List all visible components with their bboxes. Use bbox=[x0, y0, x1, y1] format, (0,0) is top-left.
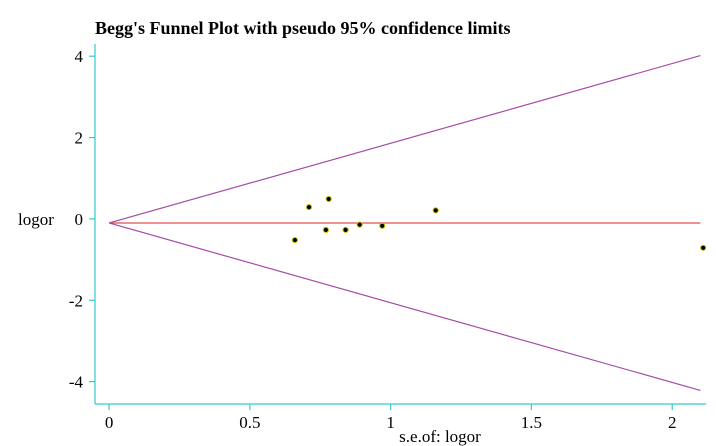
y-axis-label: logor bbox=[18, 210, 54, 229]
study-point bbox=[379, 222, 386, 229]
study-point bbox=[356, 221, 363, 228]
x-tick-label: 0 bbox=[105, 413, 114, 432]
study-point bbox=[325, 195, 332, 203]
y-tick-label: 2 bbox=[75, 129, 84, 148]
y-tick-label: 4 bbox=[75, 47, 84, 66]
study-point bbox=[342, 226, 349, 233]
x-tick-label: 1.5 bbox=[521, 413, 542, 432]
x-tick-label: 2 bbox=[668, 413, 677, 432]
x-tick-label: 1 bbox=[386, 413, 395, 432]
plot-series bbox=[108, 54, 707, 391]
y-axis-ticks: 4 2 0 -2 -4 bbox=[69, 47, 95, 392]
study-point bbox=[305, 204, 313, 211]
study-point bbox=[322, 226, 329, 233]
y-tick-label: -2 bbox=[69, 291, 83, 310]
study-point bbox=[291, 236, 299, 244]
y-tick-label: -4 bbox=[69, 373, 84, 392]
axes bbox=[94, 44, 706, 405]
x-axis-label: s.e.of: logor bbox=[399, 427, 481, 446]
x-tick-label: 0.5 bbox=[239, 413, 260, 432]
x-axis-ticks: 0 0.5 1 1.5 2 bbox=[105, 404, 677, 432]
chart-title: Begg's Funnel Plot with pseudo 95% confi… bbox=[95, 18, 511, 38]
y-tick-label: 0 bbox=[75, 210, 84, 229]
study-point bbox=[432, 207, 439, 214]
lower-confidence-limit-line bbox=[108, 222, 701, 391]
upper-confidence-limit-line bbox=[108, 54, 701, 224]
study-point bbox=[700, 244, 707, 251]
